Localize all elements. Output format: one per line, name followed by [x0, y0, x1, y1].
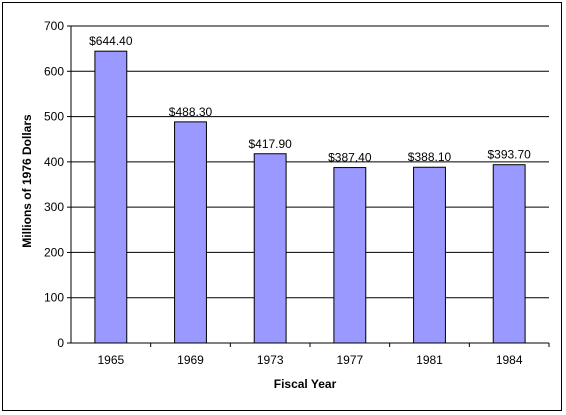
y-tick-label: 600 — [44, 64, 64, 78]
y-tick-label: 300 — [44, 200, 64, 214]
x-tick-label: 1965 — [97, 353, 124, 367]
y-tick-label: 100 — [44, 291, 64, 305]
y-tick-label: 200 — [44, 245, 64, 259]
y-tick-label: 500 — [44, 110, 64, 124]
data-label-1981: $388.10 — [408, 150, 452, 164]
y-tick-label: 0 — [57, 336, 64, 350]
x-tick-labels: 1965 1969 1973 1977 1981 1984 — [97, 353, 522, 367]
y-tick-labels: 0 100 200 300 400 500 600 700 — [44, 19, 64, 350]
data-label-1977: $387.40 — [328, 151, 372, 165]
bar-1965 — [94, 50, 128, 344]
y-axis-title: Millions of 1976 Dollars — [20, 114, 34, 248]
bar-1977 — [333, 167, 367, 344]
x-tick-label: 1981 — [416, 353, 443, 367]
data-label-1965: $644.40 — [89, 34, 133, 48]
x-tick-label: 1984 — [496, 353, 523, 367]
bar-1984 — [492, 164, 526, 344]
bar-1981 — [413, 166, 446, 344]
data-label-1969: $488.30 — [169, 105, 213, 119]
y-tick-label: 700 — [44, 19, 64, 33]
y-tick-label: 400 — [44, 155, 64, 169]
x-axis-title: Fiscal Year — [274, 377, 337, 391]
bars — [94, 50, 526, 344]
axes — [67, 25, 550, 347]
x-tick-label: 1969 — [177, 353, 204, 367]
data-label-1973: $417.90 — [248, 137, 292, 151]
gridlines — [71, 25, 549, 299]
x-tick-label: 1973 — [257, 353, 284, 367]
data-label-1984: $393.70 — [487, 148, 531, 162]
bar-1973 — [253, 153, 287, 344]
bar-1969 — [174, 121, 207, 344]
data-labels: $644.40 $488.30 $417.90 $387.40 $388.10 $393.… — [89, 34, 531, 164]
x-tick-label: 1977 — [336, 353, 363, 367]
